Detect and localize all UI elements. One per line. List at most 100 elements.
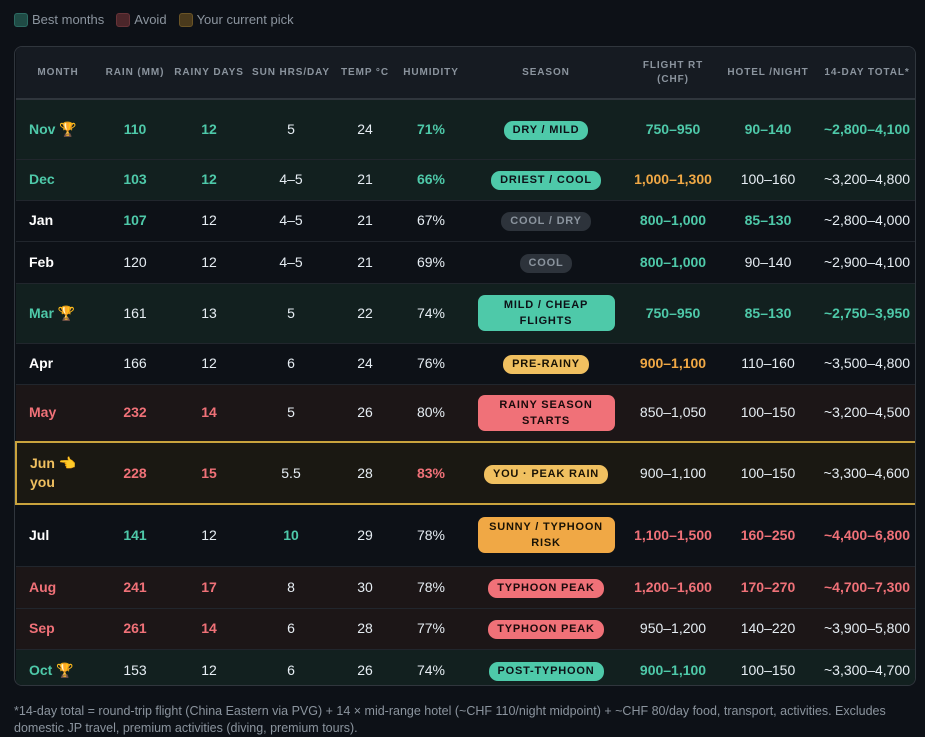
sun-cell: 4–5 [248,240,334,283]
month-cell: Dec [16,158,100,200]
flight-cell: 950–1,200 [626,607,720,649]
total-cell: ~3,900–5,800 [816,607,915,649]
month-cell: Jul [16,503,100,566]
rain-cell: 232 [100,383,170,442]
sun-cell: 5 [248,98,334,159]
total-cell: ~3,300–4,600 [816,441,915,505]
season-badge: TYPHOON PEAK [488,578,604,598]
total-cell: ~3,300–4,700 [816,648,915,685]
rain-cell: 107 [100,199,170,241]
hotel-cell: 100–160 [720,158,816,200]
legend-pick: Your current pick [178,12,294,27]
season-cell: POST-TYPHOON [466,648,626,685]
rainy-days-cell: 14 [170,607,248,649]
header-total: 14-DAY TOTAL* [816,47,915,100]
hotel-cell: 160–250 [720,503,816,566]
season-cell: DRIEST / COOL [466,158,626,200]
hotel-cell: 170–270 [720,565,816,608]
rainy-days-cell: 15 [170,441,248,505]
hotel-cell: 100–150 [720,383,816,442]
rain-cell: 120 [100,240,170,283]
flight-cell: 800–1,000 [626,199,720,241]
humidity-cell: 66% [396,158,466,200]
rainy-days-cell: 14 [170,383,248,442]
rainy-days-cell: 12 [170,648,248,685]
sun-cell: 4–5 [248,199,334,241]
legend-avoid-swatch [116,12,131,27]
temp-cell: 26 [334,383,396,442]
season-badge: SUNNY / TYPHOON RISK [477,517,615,554]
rain-cell: 241 [100,565,170,608]
header-sun: SUN HRS/DAY [248,47,334,100]
sun-cell: 4–5 [248,158,334,200]
total-cell: ~3,500–4,800 [816,342,915,384]
hotel-cell: 85–130 [720,282,816,343]
humidity-cell: 77% [396,607,466,649]
temp-cell: 28 [334,607,396,649]
temp-cell: 24 [334,342,396,384]
total-cell: ~4,400–6,800 [816,503,915,566]
season-badge: COOL [519,253,573,273]
table-row: Nov 🏆 110 12 5 24 71% DRY / MILD 750–950… [16,98,915,159]
hotel-cell: 140–220 [720,607,816,649]
table-row: Sep 261 14 6 28 77% TYPHOON PEAK 950–1,2… [16,607,915,649]
sun-cell: 5 [248,383,334,442]
season-badge: TYPHOON PEAK [488,620,604,639]
season-cell: YOU · PEAK RAIN [466,441,626,505]
flight-cell: 750–950 [626,98,720,159]
temp-cell: 30 [334,565,396,608]
humidity-cell: 69% [396,240,466,283]
header-row: MONTH RAIN (MM) RAINY DAYS SUN HRS/DAY T… [16,47,915,100]
month-cell: Oct 🏆 [16,648,100,685]
legend-avoid: Avoid [116,12,167,27]
table-row: Jul 141 12 10 29 78% SUNNY / TYPHOON RIS… [16,503,915,566]
rainy-days-cell: 13 [170,282,248,343]
legend-best-label: Best months [32,12,105,27]
sun-cell: 6 [248,648,334,685]
legend-best: Best months [14,12,104,27]
legend-pick-swatch [178,12,193,27]
rainy-days-cell: 12 [170,240,248,283]
rain-cell: 261 [100,607,170,649]
header-season: SEASON [466,47,626,100]
header-rain: RAIN (MM) [100,47,170,100]
season-badge: POST-TYPHOON [488,661,604,681]
season-badge: RAINY SEASON STARTS [477,394,615,431]
season-cell: SUNNY / TYPHOON RISK [466,503,626,566]
table-row: Oct 🏆 153 12 6 26 74% POST-TYPHOON 900–1… [16,648,915,685]
hotel-cell: 90–140 [720,98,816,159]
legend-pick-label: Your current pick [196,12,294,27]
flight-cell: 900–1,100 [626,648,720,685]
total-cell: ~2,750–3,950 [816,282,915,343]
table-row: Feb 120 12 4–5 21 69% COOL 800–1,000 90–… [16,240,915,283]
season-cell: TYPHOON PEAK [466,565,626,608]
total-cell: ~2,800–4,100 [816,98,915,159]
flight-cell: 850–1,050 [626,383,720,442]
rain-cell: 110 [100,98,170,159]
rain-cell: 228 [100,441,170,505]
season-badge: YOU · PEAK RAIN [483,464,609,484]
humidity-cell: 67% [396,199,466,241]
temp-cell: 21 [334,199,396,241]
table-row: Jan 107 12 4–5 21 67% COOL / DRY 800–1,0… [16,199,915,241]
flight-cell: 1,200–1,600 [626,565,720,608]
humidity-cell: 76% [396,342,466,384]
month-cell: Aug [16,565,100,608]
season-cell: MILD / CHEAP FLIGHTS [466,282,626,343]
rain-cell: 103 [100,158,170,200]
flight-cell: 1,100–1,500 [626,503,720,566]
temp-cell: 21 [334,240,396,283]
humidity-cell: 74% [396,648,466,685]
month-comparison-table: MONTH RAIN (MM) RAINY DAYS SUN HRS/DAY T… [14,46,916,686]
rainy-days-cell: 12 [170,199,248,241]
season-badge: DRY / MILD [503,120,589,140]
flight-cell: 800–1,000 [626,240,720,283]
flight-cell: 900–1,100 [626,342,720,384]
month-cell: Mar 🏆 [16,282,100,343]
season-cell: DRY / MILD [466,98,626,159]
rain-cell: 153 [100,648,170,685]
temp-cell: 24 [334,98,396,159]
flight-cell: 900–1,100 [626,441,720,505]
humidity-cell: 78% [396,503,466,566]
rain-cell: 141 [100,503,170,566]
